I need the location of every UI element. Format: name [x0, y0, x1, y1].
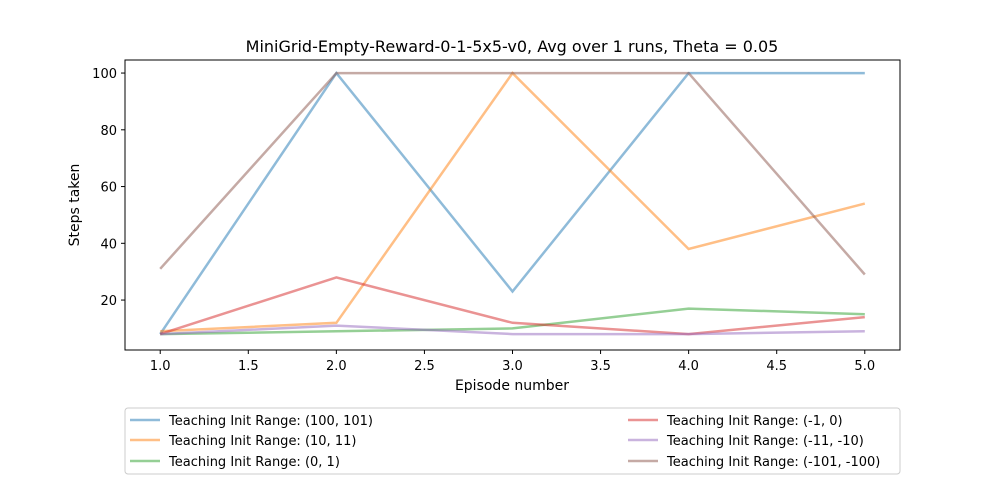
x-tick-label: 1.0 — [150, 359, 171, 374]
series-line-3 — [159, 276, 865, 336]
x-tick-label: 3.0 — [502, 359, 523, 374]
series-layer — [159, 70, 866, 336]
x-tick-label: 4.5 — [766, 359, 787, 374]
legend-label-5: Teaching Init Range: (-101, -100) — [666, 455, 880, 470]
y-axis-label: Steps taken — [67, 164, 83, 247]
legend-label-3: Teaching Init Range: (-1, 0) — [666, 414, 843, 429]
legend-items: Teaching Init Range: (100, 101) Teaching … — [130, 414, 880, 470]
plot-frame — [124, 59, 901, 351]
series-line-0 — [159, 70, 865, 335]
legend-frame — [124, 407, 901, 475]
y-tick-label: 40 — [100, 237, 117, 252]
x-tick-label: 2.5 — [414, 359, 435, 374]
x-tick-label: 5.0 — [854, 359, 875, 374]
x-tick-label: 1.5 — [238, 359, 259, 374]
series-line-5 — [159, 71, 866, 276]
legend-label-2: Teaching Init Range: (0, 1) — [168, 455, 340, 470]
chart-title: MiniGrid-Empty-Reward-0-1-5x5-v0, Avg ov… — [246, 37, 779, 56]
y-tick-label: 80 — [100, 124, 117, 139]
x-tick-label: 2.0 — [326, 359, 347, 374]
x-tick-label: 4.0 — [678, 359, 699, 374]
y-tick-label: 100 — [92, 67, 117, 82]
x-axis-label: Episode number — [455, 378, 569, 394]
legend-label-0: Teaching Init Range: (100, 101) — [168, 414, 373, 429]
y-tick-label: 60 — [100, 181, 117, 196]
y-tick-label: 20 — [100, 294, 117, 309]
legend-label-4: Teaching Init Range: (-11, -10) — [666, 434, 864, 449]
y-axis: 20 40 60 80 100 — [92, 67, 125, 309]
series-line-2 — [160, 307, 865, 336]
x-axis: 1.0 1.5 2.0 2.5 3.0 3.5 4.0 4.5 5.0 — [150, 350, 875, 374]
legend: Teaching Init Range: (100, 101) Teaching … — [124, 407, 901, 475]
legend-label-1: Teaching Init Range: (10, 11) — [168, 434, 356, 449]
x-tick-label: 3.5 — [590, 359, 611, 374]
series-line-4 — [160, 324, 865, 336]
